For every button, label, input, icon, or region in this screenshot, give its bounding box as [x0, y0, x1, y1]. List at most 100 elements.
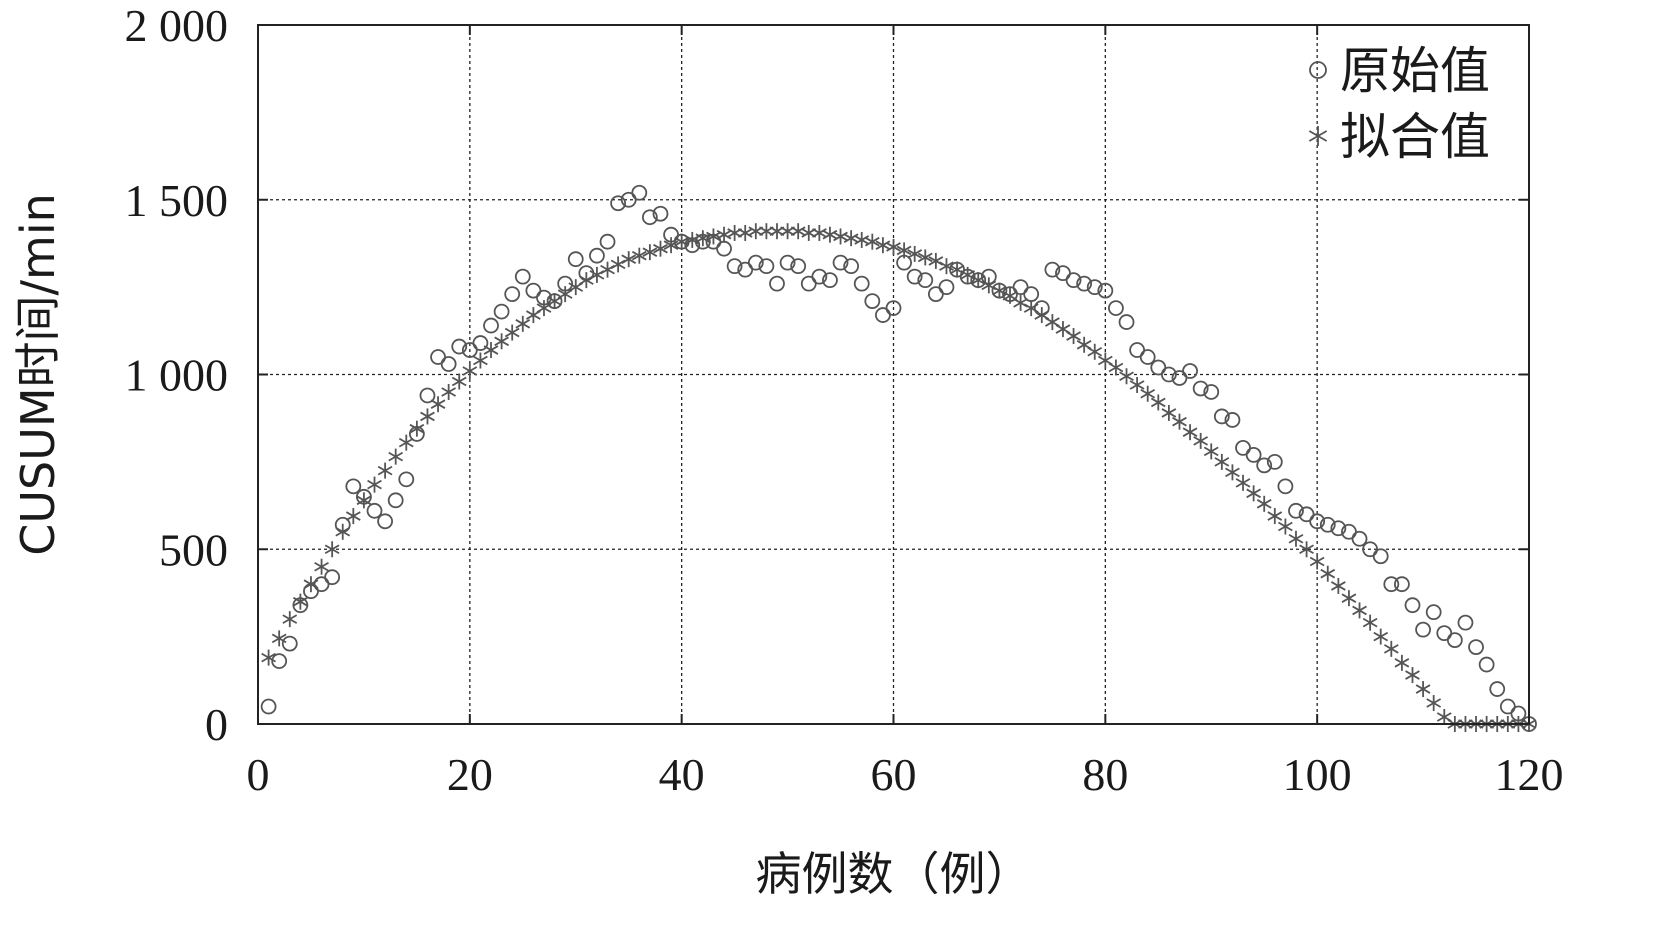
raw-value-point: [1129, 342, 1146, 358]
raw-value-point: [853, 275, 870, 292]
fitted-value-point: [939, 258, 954, 275]
raw-value-point: [1076, 275, 1093, 292]
raw-value-point: [1065, 272, 1082, 289]
fitted-value-point: [1362, 614, 1378, 631]
y-tick-label: 500: [159, 524, 228, 575]
fitted-value-point: [462, 363, 478, 380]
y-axis-title: CUSUM时间/min: [11, 193, 65, 556]
fitted-value-point: [494, 333, 509, 350]
fitted-value-point: [1246, 485, 1261, 502]
raw-value-point: [652, 205, 669, 222]
fitted-value-point: [1235, 474, 1251, 491]
raw-value-point: [1256, 457, 1273, 474]
x-tick-label: 80: [1082, 749, 1128, 800]
raw-value-point: [1457, 614, 1474, 631]
fitted-value-point: [1119, 368, 1134, 385]
raw-value-point: [440, 356, 457, 372]
raw-value-point: [610, 195, 627, 212]
raw-value-point: [885, 300, 902, 316]
tick-labels: 0 20 40 60 80 100 120 0 500 1 000 1 500 2 000: [125, 0, 1564, 800]
fitted-value-point: [1140, 385, 1156, 402]
plot-frame: [257, 24, 1530, 725]
fitted-value-point: [663, 237, 679, 254]
fitted-value-point: [642, 244, 658, 261]
raw-value-point: [1351, 530, 1368, 547]
raw-value-point: [1182, 363, 1198, 379]
raw-value-point: [472, 335, 489, 351]
raw-value-point: [567, 251, 584, 268]
fitted-value-point: [1182, 424, 1198, 441]
fitted-value-point: [314, 558, 329, 575]
raw-value-point: [419, 387, 436, 404]
raw-value-point: [451, 338, 468, 355]
raw-value-point: [1499, 698, 1516, 715]
raw-value-point: [1213, 408, 1230, 425]
raw-value-point: [1203, 384, 1220, 400]
legend-label: 拟合值: [1340, 108, 1490, 166]
raw-value-point: [1415, 621, 1431, 638]
fitted-value-point: [1288, 530, 1304, 547]
raw-value-point: [589, 247, 605, 264]
raw-value-point: [504, 286, 521, 303]
raw-value-point: [631, 184, 648, 201]
fitted-value-point: [1150, 394, 1166, 411]
fitted-value-point: [1299, 541, 1314, 558]
raw-value-point: [843, 258, 860, 275]
fitted-value-point: [1023, 300, 1039, 317]
raw-value-point: [800, 275, 817, 292]
raw-value-point: [366, 502, 383, 519]
fitted-value-point: [430, 396, 446, 413]
raw-value-point: [398, 471, 415, 488]
raw-value-point: [599, 233, 616, 250]
fitted-value-point: [483, 342, 499, 359]
raw-value-point: [917, 272, 934, 289]
raw-value-point: [1108, 300, 1124, 316]
fitted-value-point: [907, 245, 923, 262]
raw-value-point: [822, 272, 838, 289]
raw-value-point: [1436, 625, 1453, 642]
raw-value-point: [938, 279, 955, 296]
x-tick-label: 40: [659, 749, 705, 800]
raw-value-point: [1235, 439, 1251, 456]
fitted-value-point: [631, 247, 647, 264]
raw-value-point: [832, 254, 849, 271]
fitted-value-point: [1225, 464, 1240, 481]
y-tick-label: 2 000: [125, 0, 229, 51]
raw-value-point: [927, 286, 944, 303]
x-axis-title: 病例数（例）: [756, 847, 1032, 901]
fitted-value-point: [1066, 328, 1081, 345]
raw-value-point: [324, 569, 341, 586]
raw-value-point: [769, 275, 785, 292]
fitted-value-point: [335, 523, 351, 540]
raw-value-point: [345, 478, 362, 495]
raw-value-point: [1266, 453, 1283, 470]
fitted-value-point: [1087, 343, 1103, 360]
fitted-value-point: [1436, 709, 1452, 726]
raw-value-point: [1277, 478, 1294, 495]
fitted-value-point: [1341, 590, 1357, 607]
x-tick-label: 20: [447, 749, 493, 800]
fitted-value-point: [600, 261, 615, 278]
raw-value-point: [1160, 366, 1177, 383]
legend-label: 原始值: [1340, 42, 1490, 100]
raw-value-point: [1330, 520, 1347, 537]
raw-value-point: [525, 282, 542, 299]
fitted-value-point: [1383, 640, 1399, 657]
fitted-value-point: [292, 593, 308, 610]
fitted-value-point: [1193, 432, 1209, 449]
raw-value-point: [747, 254, 764, 271]
fitted-value-point: [886, 238, 901, 255]
fitted-value-point: [1309, 553, 1325, 570]
fitted-value-point: [1394, 654, 1410, 671]
raw-value-point: [1404, 597, 1421, 614]
raw-value-point: [493, 303, 510, 320]
fitted-value-point: [769, 223, 785, 240]
data-points: [260, 184, 1537, 732]
y-tick-label: 1 500: [125, 175, 229, 226]
fitted-value-point: [261, 649, 276, 666]
raw-value-point: [1245, 446, 1262, 463]
grid-lines: [258, 25, 1529, 724]
fitted-value-point: [1405, 667, 1420, 684]
fitted-value-point: [1256, 495, 1272, 512]
raw-value-point: [1309, 513, 1326, 530]
